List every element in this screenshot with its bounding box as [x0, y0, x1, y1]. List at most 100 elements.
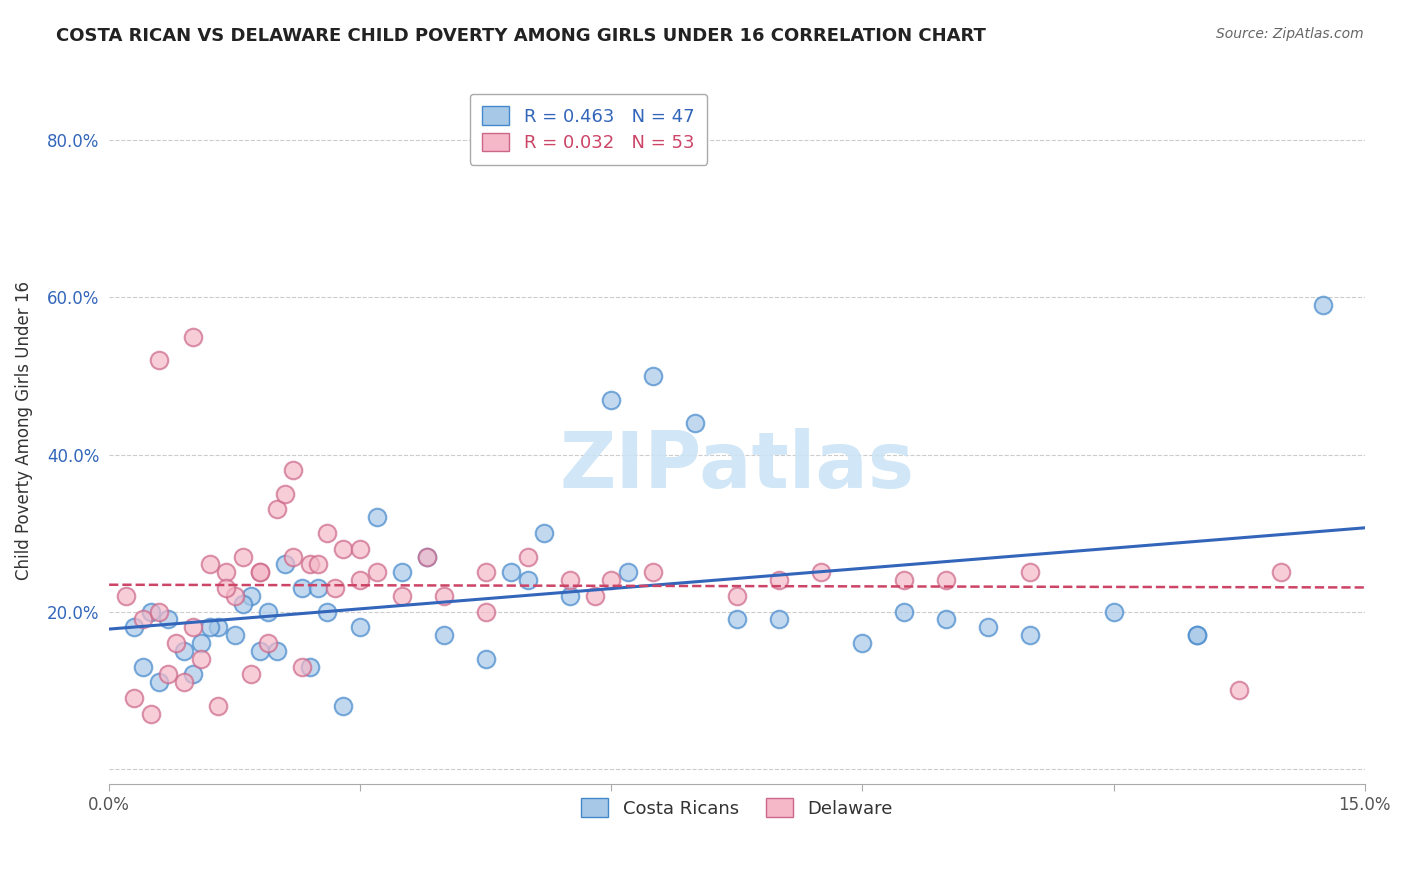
Point	[181, 329, 204, 343]
Point	[516, 549, 538, 564]
Point	[416, 549, 439, 564]
Point	[332, 541, 354, 556]
Point	[240, 667, 263, 681]
Point	[558, 589, 581, 603]
Point	[198, 620, 221, 634]
Point	[935, 612, 957, 626]
Point	[366, 566, 388, 580]
Point	[274, 558, 297, 572]
Point	[332, 698, 354, 713]
Point	[232, 549, 254, 564]
Point	[156, 667, 179, 681]
Point	[249, 566, 271, 580]
Point	[190, 652, 212, 666]
Point	[516, 573, 538, 587]
Point	[181, 620, 204, 634]
Point	[600, 573, 623, 587]
Point	[148, 675, 170, 690]
Point	[558, 573, 581, 587]
Point	[131, 612, 153, 626]
Text: COSTA RICAN VS DELAWARE CHILD POVERTY AMONG GIRLS UNDER 16 CORRELATION CHART: COSTA RICAN VS DELAWARE CHILD POVERTY AM…	[56, 27, 986, 45]
Point	[315, 605, 337, 619]
Point	[433, 589, 456, 603]
Point	[249, 566, 271, 580]
Point	[190, 636, 212, 650]
Point	[307, 581, 329, 595]
Point	[224, 589, 246, 603]
Point	[349, 541, 371, 556]
Point	[617, 566, 640, 580]
Point	[122, 620, 145, 634]
Point	[257, 605, 280, 619]
Point	[131, 659, 153, 673]
Point	[725, 589, 748, 603]
Point	[139, 706, 162, 721]
Point	[323, 581, 346, 595]
Point	[851, 636, 873, 650]
Point	[810, 566, 832, 580]
Point	[307, 558, 329, 572]
Point	[139, 605, 162, 619]
Point	[893, 573, 915, 587]
Point	[165, 636, 187, 650]
Point	[148, 605, 170, 619]
Point	[475, 605, 498, 619]
Point	[433, 628, 456, 642]
Point	[291, 659, 314, 673]
Point	[266, 502, 288, 516]
Point	[266, 644, 288, 658]
Point	[1312, 298, 1334, 312]
Point	[475, 652, 498, 666]
Y-axis label: Child Poverty Among Girls Under 16: Child Poverty Among Girls Under 16	[15, 282, 32, 581]
Point	[283, 549, 305, 564]
Point	[207, 698, 229, 713]
Point	[349, 620, 371, 634]
Point	[768, 573, 790, 587]
Point	[475, 566, 498, 580]
Point	[283, 463, 305, 477]
Point	[499, 566, 522, 580]
Point	[391, 589, 413, 603]
Point	[1102, 605, 1125, 619]
Point	[1187, 628, 1209, 642]
Point	[298, 558, 321, 572]
Point	[768, 612, 790, 626]
Point	[1270, 566, 1292, 580]
Point	[173, 644, 195, 658]
Point	[298, 659, 321, 673]
Point	[173, 675, 195, 690]
Point	[1019, 628, 1042, 642]
Point	[249, 644, 271, 658]
Point	[1187, 628, 1209, 642]
Point	[215, 581, 238, 595]
Legend: Costa Ricans, Delaware: Costa Ricans, Delaware	[574, 791, 900, 825]
Point	[643, 566, 665, 580]
Point	[366, 510, 388, 524]
Point	[224, 628, 246, 642]
Point	[291, 581, 314, 595]
Point	[232, 597, 254, 611]
Point	[643, 368, 665, 383]
Point	[683, 416, 706, 430]
Point	[349, 573, 371, 587]
Point	[416, 549, 439, 564]
Point	[977, 620, 1000, 634]
Point	[274, 487, 297, 501]
Point	[533, 526, 555, 541]
Point	[583, 589, 606, 603]
Point	[115, 589, 138, 603]
Point	[181, 667, 204, 681]
Point	[600, 392, 623, 407]
Point	[207, 620, 229, 634]
Point	[1019, 566, 1042, 580]
Point	[122, 691, 145, 706]
Point	[148, 353, 170, 368]
Point	[391, 566, 413, 580]
Point	[257, 636, 280, 650]
Point	[725, 612, 748, 626]
Point	[315, 526, 337, 541]
Point	[893, 605, 915, 619]
Point	[1227, 683, 1250, 698]
Point	[215, 566, 238, 580]
Point	[935, 573, 957, 587]
